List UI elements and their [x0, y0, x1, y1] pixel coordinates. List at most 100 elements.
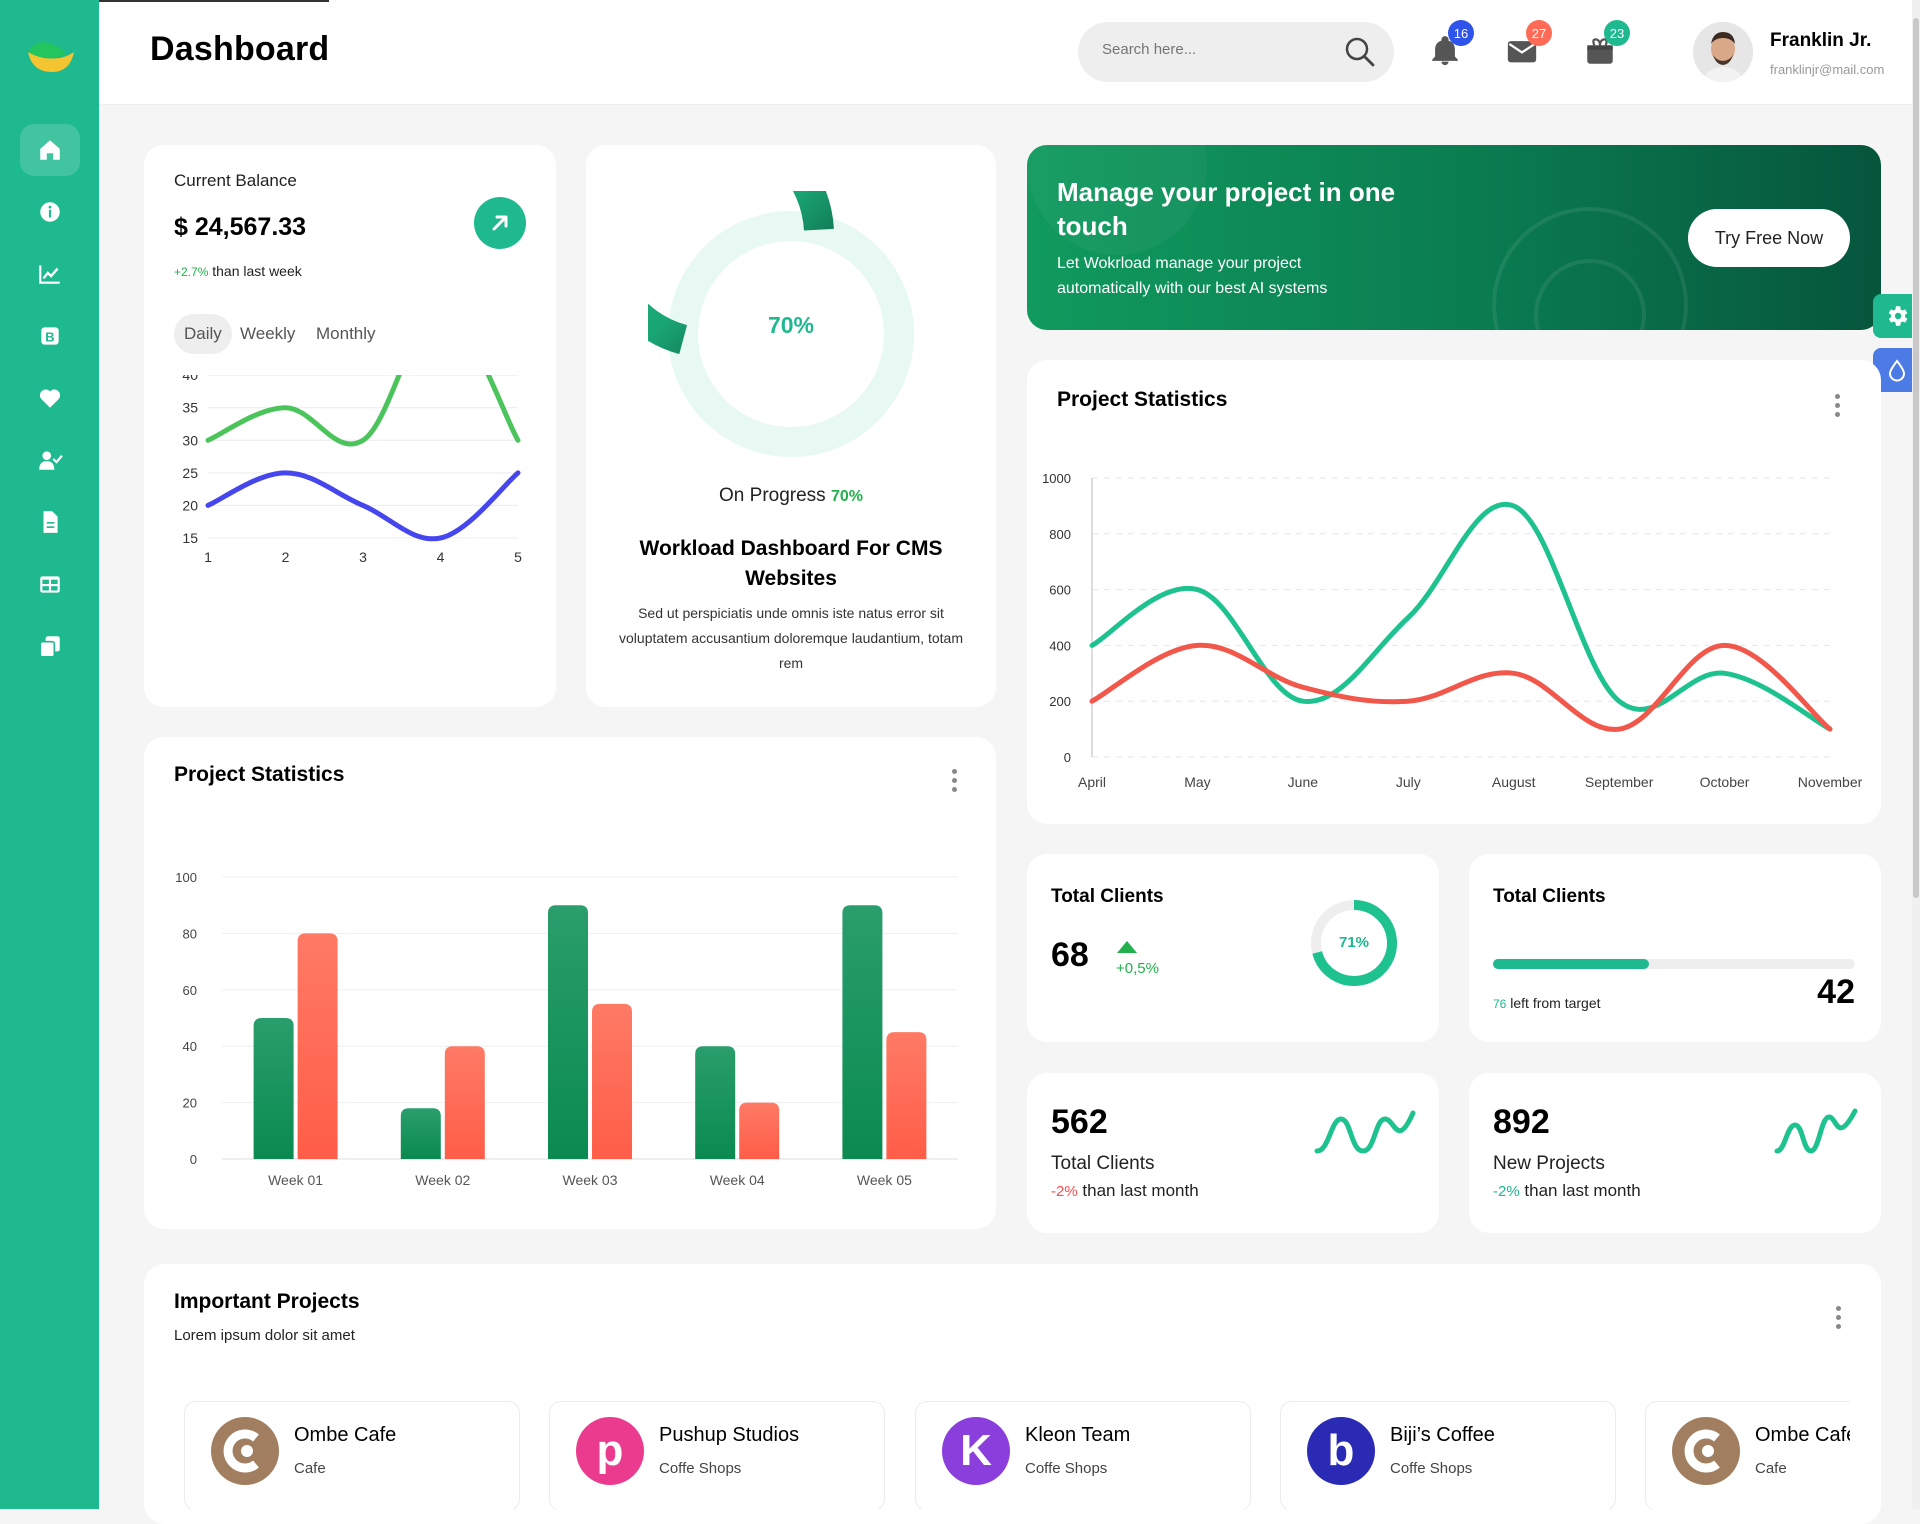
project-stats-bar-title: Project Statistics — [174, 763, 345, 786]
new-projects-change: -2% than last month — [1493, 1181, 1641, 1201]
balance-change-value: +2.7% — [174, 265, 209, 279]
project-card[interactable]: K Kleon Team Coffe Shops — [915, 1401, 1251, 1509]
bar-0 — [400, 1108, 441, 1159]
bootstrap-icon: B — [41, 327, 59, 345]
x-tick-label: Week 02 — [415, 1172, 470, 1188]
progress-status-label: On Progress — [719, 485, 826, 506]
heart-icon — [39, 389, 61, 408]
sidebar-item-file[interactable] — [20, 496, 80, 548]
x-tick-label: Week 01 — [268, 1172, 323, 1188]
x-tick-label: May — [1184, 774, 1210, 790]
x-tick-label: October — [1700, 774, 1750, 790]
tab-weekly[interactable]: Weekly — [240, 324, 296, 343]
trend-up-button[interactable] — [474, 197, 526, 249]
clients-donut-label: 71% — [1338, 934, 1370, 951]
total-clients-title: Total Clients — [1051, 886, 1164, 907]
sidebar-item-bootstrap[interactable]: B — [20, 310, 80, 362]
x-tick-label: 2 — [282, 549, 290, 565]
progress-title: Workload Dashboard For CMS Websites — [639, 537, 943, 590]
tab-monthly[interactable]: Monthly — [316, 324, 376, 343]
promo-title: Manage your project in one touch — [1057, 177, 1396, 241]
tab-daily[interactable]: Daily — [174, 314, 232, 354]
new-projects-card: 892 New Projects -2% than last month — [1469, 1073, 1881, 1233]
bar-0 — [548, 905, 588, 1159]
x-tick-label: 3 — [359, 549, 367, 565]
y-tick-label: 0 — [190, 1152, 197, 1167]
mail-icon[interactable] — [1505, 34, 1539, 68]
logo-icon[interactable] — [26, 38, 76, 83]
scrollbar-thumb[interactable] — [1913, 18, 1919, 898]
loading-bar — [99, 0, 329, 2]
balance-card: Current Balance $ 24,567.33 +2.7% than l… — [144, 145, 556, 707]
user-email: franklinjr@mail.com — [1770, 62, 1885, 77]
x-tick-label: 5 — [514, 549, 522, 565]
table-icon — [40, 576, 60, 593]
sidebar-item-user-check[interactable] — [20, 434, 80, 486]
sidebar: B — [0, 0, 99, 1509]
important-projects-title: Important Projects — [174, 1290, 360, 1313]
series-line-1 — [1089, 642, 1833, 732]
project-name: Ombe Cafe — [1755, 1424, 1850, 1446]
progress-donut — [648, 191, 914, 457]
target-remaining-text: left from target — [1510, 995, 1601, 1011]
sidebar-item-info[interactable] — [20, 186, 80, 238]
arrow-up-right-icon — [492, 215, 508, 231]
series-line-0 — [1089, 501, 1833, 732]
more-options-icon[interactable] — [952, 769, 958, 796]
x-tick-label: July — [1396, 774, 1421, 790]
search-input[interactable] — [1100, 40, 1334, 59]
y-tick-label: 20 — [182, 497, 198, 513]
project-type: Coffe Shops — [659, 1460, 742, 1477]
project-card[interactable]: Ombe Cafe Cafe — [1645, 1401, 1850, 1509]
y-tick-label: 30 — [182, 432, 198, 448]
sidebar-item-copy[interactable] — [20, 620, 80, 672]
promo-decoration — [1027, 145, 1688, 330]
search-icon[interactable] — [1344, 36, 1376, 73]
sidebar-item-chart[interactable] — [20, 248, 80, 300]
x-tick-label: August — [1492, 774, 1536, 790]
bar-1 — [739, 1102, 780, 1159]
target-remaining: 76 left from target — [1493, 995, 1601, 1011]
sidebar-item-table[interactable] — [20, 558, 80, 610]
clients-donut — [1311, 900, 1397, 986]
y-tick-label: 800 — [1049, 527, 1071, 542]
x-tick-label: September — [1585, 774, 1654, 790]
y-tick-label: 200 — [1049, 694, 1071, 709]
bell-icon[interactable] — [1428, 34, 1462, 68]
x-tick-label: Week 05 — [857, 1172, 912, 1188]
bar-1 — [592, 1003, 632, 1159]
file-icon — [43, 511, 58, 533]
bar-1 — [444, 1046, 485, 1159]
sidebar-item-heart[interactable] — [20, 372, 80, 424]
copy-icon — [39, 636, 60, 658]
project-card[interactable]: b Biji’s Coffee Coffe Shops — [1280, 1401, 1616, 1509]
project-card[interactable]: Ombe Cafe Cafe — [184, 1401, 520, 1509]
y-tick-label: 15 — [182, 530, 198, 546]
user-name[interactable]: Franklin Jr. — [1770, 30, 1872, 51]
new-projects-change-text: than last month — [1524, 1181, 1641, 1200]
y-tick-label: 0 — [1064, 750, 1071, 765]
project-stats-line-chart: 0 200 400 600 800 1000 April May June July August S… — [1042, 471, 1863, 790]
more-options-icon[interactable] — [1835, 394, 1841, 421]
try-free-button[interactable]: Try Free Now — [1688, 209, 1850, 267]
y-tick-label: 400 — [1049, 638, 1071, 653]
y-tick-label: 600 — [1049, 583, 1071, 598]
project-name: Ombe Cafe — [294, 1424, 397, 1446]
target-remaining-value: 76 — [1493, 997, 1507, 1011]
donut-progress-arc — [1312, 900, 1397, 986]
notification-badge: 16 — [1448, 20, 1474, 46]
project-logo: K — [942, 1417, 1010, 1485]
svg-text:B: B — [45, 329, 54, 344]
more-options-icon[interactable] — [1836, 1306, 1842, 1333]
sidebar-item-home[interactable] — [20, 124, 80, 176]
total-clients-target-card: Total Clients 76 left from target 42 — [1469, 854, 1881, 1042]
avatar[interactable] — [1693, 22, 1753, 82]
total-clients-target-title: Total Clients — [1493, 886, 1606, 907]
y-tick-label: 20 — [183, 1096, 197, 1111]
x-tick-label: Week 04 — [710, 1172, 765, 1188]
important-projects-subtitle: Lorem ipsum dolor sit amet — [174, 1327, 355, 1344]
project-card[interactable]: p Pushup Studios Coffe Shops — [549, 1401, 885, 1509]
promo-banner: Manage your project in one touch Let Wok… — [1027, 145, 1881, 330]
target-progress-bar — [1493, 959, 1855, 969]
home-icon — [40, 140, 60, 160]
